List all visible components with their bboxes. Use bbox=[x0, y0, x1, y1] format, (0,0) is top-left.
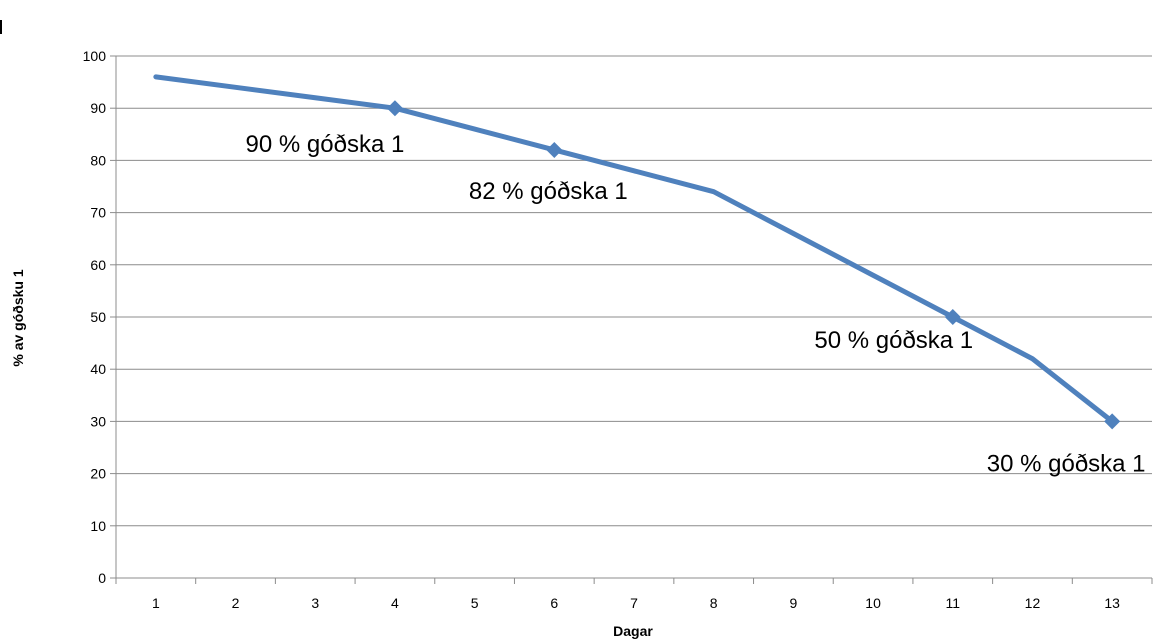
y-tick-label: 60 bbox=[90, 257, 106, 273]
data-annotation: 30 % góðska 1 bbox=[987, 450, 1146, 477]
y-tick-label: 0 bbox=[98, 570, 106, 586]
data-markers bbox=[386, 100, 1121, 430]
x-tick-label: 2 bbox=[232, 595, 240, 611]
x-tick-label: 7 bbox=[630, 595, 638, 611]
x-axis-title: Dagar bbox=[613, 623, 653, 639]
data-annotation: 90 % góðska 1 bbox=[246, 131, 405, 158]
x-tick-label: 1 bbox=[152, 595, 160, 611]
corner-mark bbox=[0, 20, 2, 34]
annotations: 90 % góðska 1 82 % góðska 1 50 % góðska 1 3… bbox=[246, 131, 1146, 477]
x-tick-label: 5 bbox=[471, 595, 479, 611]
x-tick-label: 12 bbox=[1025, 595, 1041, 611]
data-point-marker bbox=[1104, 413, 1121, 430]
y-tick-label: 30 bbox=[90, 413, 106, 429]
data-point-marker bbox=[944, 309, 961, 325]
x-tick-label: 11 bbox=[945, 595, 960, 611]
data-point-marker bbox=[386, 100, 403, 117]
y-tick-label: 70 bbox=[90, 205, 106, 221]
y-tick-labels: 0 10 20 30 40 50 60 70 80 90 100 bbox=[83, 48, 107, 586]
series-line bbox=[153, 74, 1115, 424]
y-axis-title: % av góðsku 1 bbox=[10, 269, 26, 366]
y-tick-label: 20 bbox=[90, 466, 106, 482]
x-tick-labels: 1 2 3 4 5 6 7 8 9 10 11 12 13 bbox=[152, 595, 1120, 611]
y-tick-label: 50 bbox=[90, 309, 106, 325]
y-tick-label: 100 bbox=[83, 48, 107, 64]
y-tick-label: 40 bbox=[90, 361, 106, 377]
x-tick-label: 6 bbox=[550, 595, 558, 611]
axes bbox=[110, 55, 1153, 584]
x-tick-label: 8 bbox=[710, 595, 718, 611]
x-tick-label: 9 bbox=[789, 595, 797, 611]
data-point-marker bbox=[546, 141, 563, 158]
y-tick-label: 10 bbox=[90, 518, 106, 534]
data-annotation: 50 % góðska 1 bbox=[814, 327, 973, 354]
x-tick-label: 13 bbox=[1104, 595, 1120, 611]
data-annotation: 82 % góðska 1 bbox=[469, 178, 628, 205]
x-tick-label: 4 bbox=[391, 595, 399, 611]
x-tick-label: 10 bbox=[865, 595, 881, 611]
x-tick-label: 3 bbox=[311, 595, 319, 611]
series bbox=[153, 74, 1115, 424]
y-tick-label: 80 bbox=[90, 152, 106, 168]
y-tick-label: 90 bbox=[90, 100, 106, 116]
